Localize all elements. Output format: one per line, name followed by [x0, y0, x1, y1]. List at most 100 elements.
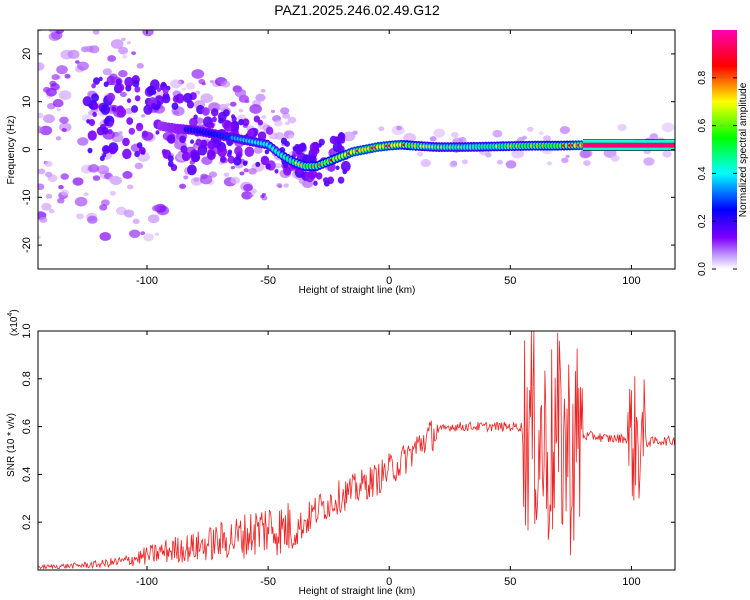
spectrogram-cell	[378, 126, 385, 132]
spectrogram-cell	[223, 120, 234, 132]
spectrogram-cell	[135, 123, 144, 132]
spectrogram-cell	[322, 177, 329, 184]
spectrogram-x-ticks: -100 -50 0 50 100	[136, 30, 641, 287]
colorbar: 0.0 0.2 0.4 0.6 0.8 Normalized spectral ampl…	[697, 30, 749, 276]
spectrogram-cell	[208, 102, 221, 112]
spectrogram-cell	[75, 60, 80, 64]
snr-scale-suffix: )	[9, 309, 20, 312]
snr-y-ticks: 0.2 0.4 0.6 0.8 1.0	[21, 323, 675, 530]
snr-frame	[37, 330, 676, 571]
spectrogram-cell	[416, 151, 424, 157]
spectrogram-cell	[249, 104, 262, 114]
spectrogram-cell	[284, 140, 290, 147]
spectrogram-cell	[511, 148, 525, 159]
spectrogram-cell	[167, 160, 174, 168]
spectrogram-cell	[565, 154, 570, 159]
spectrogram-y-tick-label: -20	[21, 237, 33, 253]
spectrogram-cell	[88, 45, 100, 54]
spectrogram-cell	[342, 131, 356, 142]
spectrogram-cell	[141, 2, 149, 8]
spectrogram-cell	[122, 137, 130, 147]
spectrogram-cell	[181, 87, 186, 91]
spectrogram-x-tick-label: 50	[504, 275, 516, 287]
snr-y-tick-label: 0.4	[21, 467, 33, 482]
spectrogram-cell	[257, 119, 264, 126]
spectrogram-cell	[154, 232, 160, 236]
spectrogram-cell	[225, 103, 230, 107]
spectrogram-cell	[88, 119, 96, 126]
spectrogram-cell	[143, 104, 153, 115]
spectrogram-cell	[123, 209, 135, 218]
spectrogram-cell	[137, 151, 150, 162]
spectrogram-cell	[662, 150, 672, 158]
spectrogram-cell	[299, 143, 307, 152]
spectrogram-cell	[38, 126, 43, 134]
spectrogram-cell	[72, 177, 84, 186]
spectrogram-cell	[155, 130, 160, 135]
spectrogram-x-tick-label: -100	[136, 275, 158, 287]
snr-y-axis-label: SNR (10 * v/v)	[6, 413, 17, 477]
spectrogram-cell	[294, 143, 300, 151]
spectrogram-cell	[143, 233, 154, 242]
spectrogram-cell	[199, 174, 213, 185]
spectrogram-cell	[270, 109, 276, 113]
spectrogram-cell	[261, 115, 267, 119]
snr-scale-label: (x104)	[7, 309, 20, 336]
spectrogram-y-tick-label: 0	[21, 146, 33, 152]
spectrogram-x-tick-label: 0	[386, 275, 392, 287]
spectrogram-cell	[147, 214, 160, 224]
spectrogram-cell	[429, 136, 437, 142]
spectrogram-y-ticks: -20 -10 0 10 20	[21, 48, 675, 253]
spectrogram-cell	[122, 171, 133, 179]
spectrogram-cell	[126, 41, 131, 45]
spectrogram-cell	[34, 15, 47, 25]
spectrogram-cell	[126, 117, 134, 125]
spectrogram-cell	[92, 111, 97, 117]
spectrogram-cell	[242, 118, 250, 127]
spectrogram-cell	[77, 61, 89, 71]
spectrogram-cell	[117, 83, 125, 92]
spectrogram-cell	[582, 142, 675, 148]
spectrogram-cell	[211, 116, 217, 123]
spectrogram-cell	[302, 154, 311, 164]
spectrogram-cell	[242, 160, 248, 166]
spectrogram-cell	[244, 146, 255, 158]
spectrogram-cell	[92, 77, 100, 85]
spectrogram-cell	[253, 146, 263, 154]
spectrogram-cell	[153, 19, 161, 25]
spectrogram-cell	[283, 183, 289, 188]
spectrogram-cell	[121, 37, 126, 42]
spectrogram-cell	[116, 107, 127, 118]
spectrogram-cell	[274, 162, 282, 169]
spectrogram-cell	[239, 171, 245, 176]
spectrogram-cell	[99, 155, 105, 162]
spectrogram-cell	[222, 109, 230, 117]
spectrogram-cell	[92, 19, 105, 29]
spectrogram-cell	[49, 2, 60, 11]
spectrogram-y-tick-label: 10	[21, 96, 33, 108]
spectrogram-cell	[180, 145, 188, 154]
spectrogram-cell	[108, 121, 114, 127]
spectrogram-cell	[45, 193, 53, 199]
spectrogram-cell	[126, 98, 132, 104]
spectrogram-cell	[649, 133, 659, 141]
spectrogram-cell	[207, 124, 212, 130]
spectrogram-cell	[542, 135, 552, 142]
spectrogram-cell	[209, 80, 214, 84]
spectrogram-cell	[433, 128, 446, 138]
spectrogram-cell	[61, 127, 67, 132]
spectrogram-cell	[179, 135, 187, 144]
spectrogram-cell	[201, 107, 210, 116]
spectrogram-cell	[118, 46, 129, 55]
spectrogram-cell	[156, 87, 162, 92]
spectrogram-cell	[492, 129, 503, 138]
spectrogram-cell	[131, 105, 139, 113]
spectrogram-cell	[136, 63, 144, 69]
spectrogram-cell	[58, 185, 64, 190]
spectrogram-cell	[48, 209, 55, 214]
spectrogram-y-tick-label: 20	[21, 48, 33, 60]
spectrogram-cell	[234, 146, 243, 156]
spectrogram-cell	[170, 79, 182, 89]
